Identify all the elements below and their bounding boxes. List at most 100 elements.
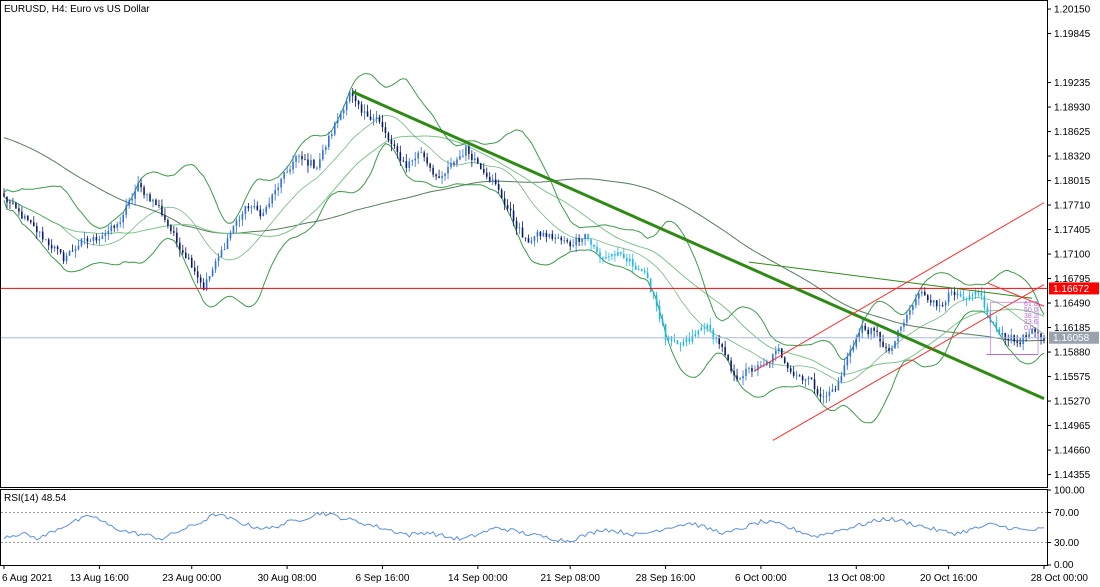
candle-body: [369, 116, 372, 120]
candle-body: [935, 300, 938, 307]
candle-body: [742, 375, 744, 379]
candle-body: [748, 368, 750, 369]
price-axis-label: 1.18930: [1054, 103, 1091, 114]
channel-lower-line[interactable]: [772, 284, 1045, 441]
candle-body: [971, 295, 974, 296]
candle-body: [354, 95, 357, 102]
candle-body: [816, 389, 819, 395]
candle-body: [885, 346, 887, 349]
time-axis-label: 6 Sep 16:00: [355, 573, 409, 584]
downtrend-line[interactable]: [352, 90, 1045, 401]
candle-body: [465, 146, 467, 156]
channel-upper-line[interactable]: [754, 202, 1045, 371]
candle-body: [44, 239, 47, 241]
candle-body: [235, 220, 238, 226]
candle-body: [950, 291, 953, 293]
candle-body: [801, 376, 804, 381]
candle-body: [667, 336, 670, 341]
candle-body: [393, 144, 396, 147]
rsi-line: [3, 511, 1045, 543]
candle-body: [661, 318, 664, 325]
candle-body: [894, 341, 896, 349]
candle-body: [241, 213, 244, 220]
candle-body: [289, 169, 291, 172]
candle-body: [1025, 335, 1027, 338]
candle-body: [932, 300, 935, 303]
candle-body: [80, 238, 83, 246]
candle-body: [745, 368, 747, 376]
candle-body: [807, 377, 810, 380]
candle-body: [697, 330, 700, 335]
candle-body: [417, 152, 420, 159]
trendline-secondary[interactable]: [748, 261, 1033, 299]
candle-body: [387, 132, 390, 141]
candle-body: [474, 158, 476, 160]
candle-body: [593, 244, 595, 247]
candle-body: [414, 158, 417, 161]
indicator-layer: [3, 73, 1045, 424]
candle-body: [941, 305, 944, 307]
candle-body: [789, 368, 792, 372]
candle-body: [220, 250, 223, 258]
candle-body: [140, 182, 142, 188]
ma-mid-line: [3, 135, 1045, 375]
price-axis-label: 1.14660: [1054, 446, 1091, 457]
candle-body: [631, 258, 634, 266]
candle-body: [277, 187, 279, 190]
candle-body: [530, 240, 533, 243]
candle-body: [974, 291, 977, 296]
candle-body: [733, 371, 735, 376]
candle-body: [926, 295, 929, 301]
candle-body: [59, 249, 62, 253]
candle-body: [655, 294, 658, 307]
candle-body: [825, 395, 828, 397]
candle-body: [304, 159, 306, 161]
candle-body: [348, 91, 351, 102]
candle-body: [1007, 339, 1010, 341]
candle-body: [435, 174, 437, 177]
candle-body: [274, 189, 276, 195]
candle-body: [998, 328, 1001, 336]
candle-body: [760, 365, 762, 366]
rsi-layer: 100.00 70.00 30.00 0.00: [1, 486, 1085, 571]
candle-body: [295, 156, 297, 162]
candle-body: [500, 189, 503, 199]
candle-body: [77, 245, 80, 250]
candle-body: [626, 257, 628, 262]
rsi-axis-label: 30.00: [1054, 538, 1079, 549]
candle-body: [196, 271, 199, 278]
price-axis-label: 1.19845: [1054, 29, 1091, 40]
candle-body: [1004, 332, 1007, 340]
candle-body: [21, 211, 23, 219]
candle-body: [712, 329, 715, 340]
candle-body: [271, 194, 273, 204]
price-axis-label: 1.18625: [1054, 127, 1091, 138]
candle-body: [873, 327, 875, 331]
candle-body: [736, 375, 738, 380]
candle-body: [912, 305, 914, 311]
candle-body: [828, 391, 831, 396]
candle-body: [107, 231, 110, 234]
candle-body: [548, 233, 551, 238]
candle-body: [298, 155, 300, 157]
candle-body: [143, 187, 145, 196]
candle-body: [313, 159, 315, 168]
time-axis-label: 14 Sep 00:00: [448, 573, 508, 584]
candle-body: [232, 225, 235, 233]
time-axis-label: 28 Sep 16:00: [636, 573, 696, 584]
candle-body: [977, 291, 980, 294]
candle-body: [1034, 328, 1036, 332]
candle-body: [15, 202, 17, 209]
candle-body: [929, 300, 932, 303]
candle-body: [772, 354, 774, 363]
candle-body: [456, 159, 458, 164]
candles-layer: [3, 88, 1045, 404]
fibonacci-level-label: 23.6: [1024, 319, 1038, 326]
candle-body: [95, 237, 98, 241]
drawing-objects-layer[interactable]: 61.850.038.223.60.0: [1, 90, 1047, 441]
candle-body: [1028, 333, 1030, 338]
candle-body: [190, 258, 193, 268]
candle-body: [3, 193, 5, 197]
candle-body: [319, 159, 321, 168]
